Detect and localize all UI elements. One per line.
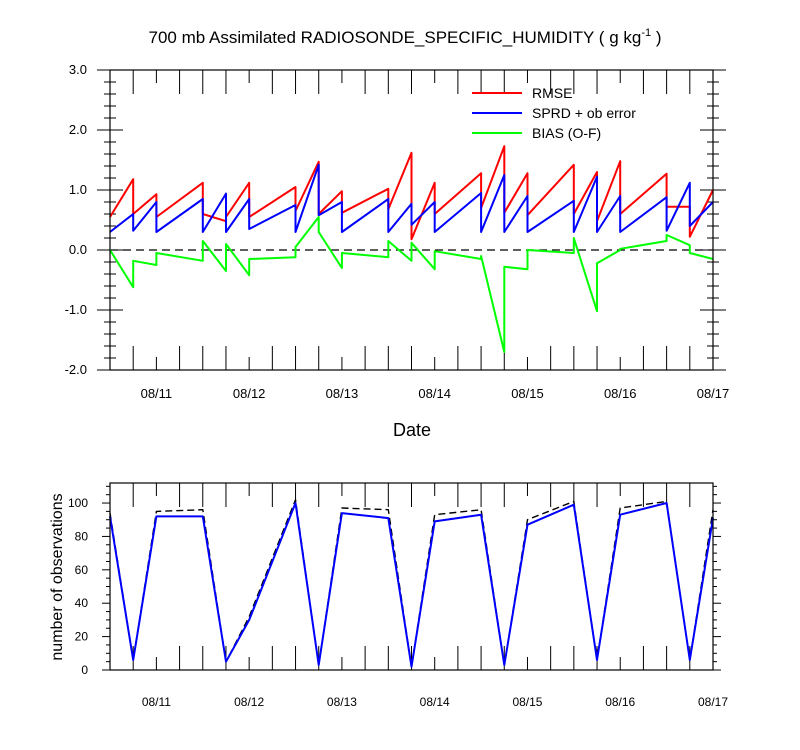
x-tick-label: 08/14 [420,695,450,709]
y-tick-label: 40 [75,596,89,610]
y-tick-label: 80 [75,529,89,543]
x-tick-label: 08/16 [604,386,637,401]
top-plot-frame [109,69,714,371]
y-tick-label: 20 [75,630,89,644]
x-tick-label: 08/14 [418,386,451,401]
y-tick-label: 0 [81,663,88,677]
x-tick-label: 08/13 [326,386,359,401]
x-tick-label: 08/11 [142,695,171,709]
y-tick-label: 100 [68,496,88,510]
legend-label: BIAS (O-F) [532,125,601,141]
y-tick-label: 0.0 [69,242,87,257]
bottom-chart: 08/11 08/12 08/13 08/14 08/15 08/16 08/17 0 20 40… [49,482,728,709]
legend: RMSE SPRD + ob error BIAS (O-F) [472,85,636,141]
chart-title: 700 mb Assimilated RADIOSONDE_SPECIFIC_H… [149,27,662,47]
x-tick-label: 08/12 [233,386,266,401]
top-chart: 08/11 08/12 08/13 08/14 08/15 08/16 08/17 -2.0 -… [65,62,730,440]
legend-label: RMSE [532,85,572,101]
y-tick-label: -2.0 [65,362,87,377]
series-line-observations-dashed [109,499,714,668]
bottom-plot-frame [109,482,714,671]
y-axis-label: number of observations [49,493,66,660]
x-tick-label: 08/17 [698,695,728,709]
series-line-observations-solid [109,502,714,668]
x-tick-label: 08/13 [327,695,357,709]
y-tick-label: -1.0 [65,302,87,317]
y-tick-label: 3.0 [69,62,87,77]
x-tick-label: 08/12 [234,695,264,709]
x-tick-label: 08/16 [605,695,635,709]
x-axis-label: Date [393,420,431,440]
y-tick-label: 1.0 [69,182,87,197]
x-tick-label: 08/15 [512,695,542,709]
legend-label: SPRD + ob error [532,105,636,121]
x-tick-label: 08/11 [141,386,173,401]
x-tick-label: 08/17 [697,386,730,401]
y-tick-label: 2.0 [69,122,87,137]
series-line-rmse [109,145,714,241]
series-line-sprd-ob-error [109,163,714,233]
x-tick-label: 08/15 [511,386,544,401]
y-tick-label: 60 [75,563,89,577]
series-line-bias-o-f [109,216,714,353]
